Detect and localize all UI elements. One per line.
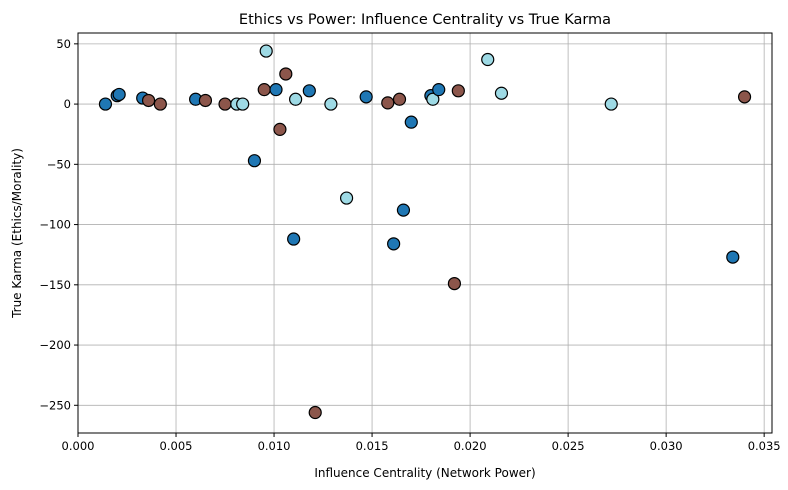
data-point bbox=[324, 97, 338, 111]
x-tick-label: 0.000 bbox=[62, 439, 95, 453]
data-point bbox=[404, 115, 418, 129]
plot-frame bbox=[77, 32, 773, 434]
data-point bbox=[198, 93, 213, 108]
data-point bbox=[153, 97, 167, 111]
x-tick-label: 0.035 bbox=[748, 439, 781, 453]
data-point bbox=[218, 97, 232, 111]
data-point bbox=[604, 97, 618, 111]
data-point bbox=[287, 232, 301, 246]
data-point bbox=[257, 83, 271, 97]
x-tick-label: 0.005 bbox=[160, 439, 193, 453]
x-tick-label: 0.030 bbox=[650, 439, 683, 453]
data-point bbox=[279, 67, 293, 81]
data-point bbox=[737, 90, 752, 104]
x-tick-label: 0.010 bbox=[258, 439, 291, 453]
data-point bbox=[396, 203, 411, 217]
x-axis-ticks: 0.000 0.005 0.010 0.015 0.020 0.025 0.030 0.035 bbox=[62, 433, 781, 453]
data-point bbox=[432, 83, 446, 97]
data-point bbox=[426, 92, 440, 106]
x-tick-label: 0.020 bbox=[454, 439, 487, 453]
data-point bbox=[447, 277, 462, 291]
y-tick-label: −150 bbox=[39, 278, 71, 292]
data-point bbox=[726, 250, 740, 264]
y-axis-label: True Karma (Ethics/Morality) bbox=[10, 148, 24, 319]
x-axis-label: Influence Centrality (Network Power) bbox=[314, 466, 535, 480]
data-point bbox=[259, 44, 273, 58]
data-point bbox=[236, 97, 250, 111]
data-point bbox=[141, 93, 156, 108]
x-tick-label: 0.025 bbox=[552, 439, 585, 453]
data-point bbox=[481, 52, 495, 67]
data-point bbox=[308, 405, 322, 420]
y-tick-label: −250 bbox=[39, 398, 71, 412]
data-point bbox=[112, 87, 126, 102]
x-tick-label: 0.015 bbox=[356, 439, 389, 453]
chart-title: Ethics vs Power: Influence Centrality vs… bbox=[239, 12, 611, 28]
y-tick-label: −100 bbox=[39, 218, 71, 232]
grid bbox=[77, 33, 772, 433]
data-point bbox=[269, 83, 283, 97]
y-tick-label: 0 bbox=[64, 97, 71, 111]
y-tick-label: −200 bbox=[39, 338, 71, 352]
y-axis-ticks: −250 −200 −150 −100 −50 0 50 bbox=[39, 37, 78, 412]
data-point bbox=[339, 191, 354, 205]
data-point bbox=[273, 122, 287, 136]
data-point bbox=[302, 84, 316, 98]
data-point bbox=[392, 92, 407, 106]
data-point bbox=[289, 92, 303, 106]
data-point bbox=[451, 84, 465, 98]
data-point bbox=[359, 90, 373, 104]
data-point bbox=[381, 96, 395, 110]
y-tick-label: 50 bbox=[56, 37, 71, 51]
data-point bbox=[494, 86, 509, 100]
data-point bbox=[387, 237, 401, 251]
data-point bbox=[247, 154, 262, 168]
data-point bbox=[98, 97, 113, 111]
data-points bbox=[98, 44, 752, 420]
y-tick-label: −50 bbox=[47, 157, 71, 171]
